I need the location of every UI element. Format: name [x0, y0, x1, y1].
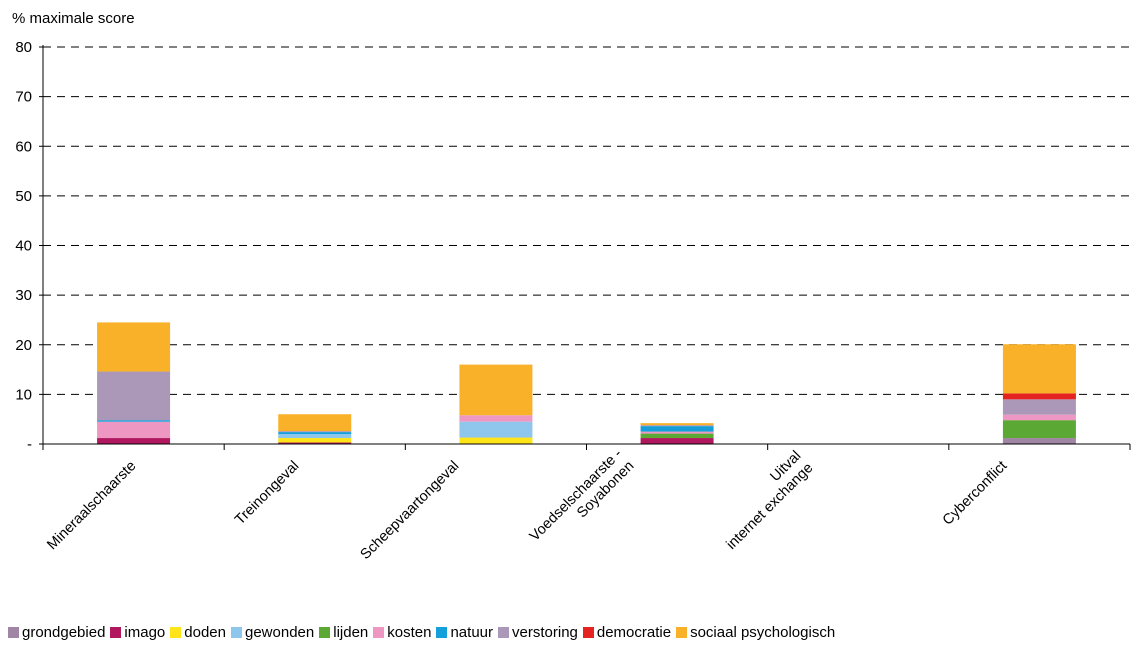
category-labels: Mineraalschaarste Treinongeval Scheepvaart…	[44, 446, 1010, 563]
legend-item: sociaal psychologisch	[676, 624, 835, 641]
legend-label: imago	[124, 624, 166, 641]
legend-item: gewonden	[231, 624, 314, 641]
category-label: Mineraalschaarste	[44, 458, 139, 553]
legend-item: natuur	[436, 624, 493, 641]
category-label-line: Scheepvaartongeval	[358, 458, 463, 563]
legend-label: democratie	[596, 624, 672, 641]
legend-label: doden	[184, 624, 226, 641]
bar-segment	[278, 431, 352, 433]
legend-swatch	[676, 627, 688, 638]
bar-segment	[278, 432, 352, 435]
legend-label: lijden	[333, 624, 369, 641]
bar-segment	[97, 420, 171, 422]
gridlines	[39, 46, 1130, 445]
bar-segment	[640, 426, 714, 432]
legend-swatch	[582, 627, 594, 638]
bar-segment	[459, 437, 533, 444]
legend-label: grondgebied	[22, 624, 106, 641]
bar-segment	[1002, 399, 1076, 415]
bar-segment	[1002, 438, 1076, 444]
y-tick-label: 80	[15, 39, 32, 56]
legend-item: verstoring	[498, 624, 578, 641]
legend-item: lijden	[319, 624, 368, 641]
legend-label: kosten	[387, 624, 432, 641]
legend-swatch	[319, 627, 331, 638]
bar-segment	[640, 423, 714, 426]
legend-item: grondgebied	[8, 624, 105, 641]
legend-item: kosten	[373, 624, 431, 641]
category-label: Voedselschaarste -Soyabonen	[527, 446, 638, 557]
legend-item: democratie	[582, 624, 672, 641]
y-tick-label: 50	[15, 188, 32, 205]
legend-swatch	[170, 627, 182, 638]
legend-swatch	[8, 627, 19, 638]
axes	[42, 45, 1131, 450]
y-tick-label: 30	[15, 287, 32, 304]
bar-segment	[640, 438, 714, 444]
y-tick-label: 60	[15, 138, 32, 155]
y-tick-label: 10	[15, 386, 32, 403]
bar-segment	[459, 415, 533, 422]
category-label-line: Mineraalschaarste	[44, 458, 139, 553]
category-label-line: Cyberconflict	[940, 458, 1011, 529]
category-label: Uitvalinternet exchange	[712, 448, 817, 553]
legend-item: doden	[170, 624, 226, 641]
bar-segment	[1002, 344, 1076, 394]
bar-segment	[278, 414, 352, 432]
legend-label: natuur	[450, 624, 494, 641]
legend-label: gewonden	[245, 624, 315, 641]
category-label-line: Treinongeval	[232, 458, 302, 528]
bar-segment	[1002, 420, 1076, 439]
bars	[97, 322, 1076, 444]
legend-swatch	[436, 627, 448, 638]
bar-segment	[459, 364, 533, 416]
bar-segment	[1002, 393, 1076, 400]
bar-segment	[640, 433, 714, 439]
bar-segment	[1002, 414, 1076, 421]
y-tick-label: -	[27, 436, 32, 453]
legend-swatch	[498, 627, 510, 638]
bar-segment	[640, 431, 714, 434]
bar-segment	[97, 421, 171, 439]
y-tick-labels: - 10 20 30 40 50 60 70 80	[15, 39, 32, 453]
category-label: Scheepvaartongeval	[358, 458, 463, 563]
legend-label: sociaal psychologisch	[690, 624, 836, 641]
legend-swatch	[231, 627, 242, 638]
bar-segment	[278, 434, 352, 439]
category-label: Cyberconflict	[940, 458, 1011, 529]
bar-segment	[640, 425, 714, 427]
category-label: Treinongeval	[232, 458, 302, 528]
bar-segment	[97, 322, 171, 372]
legend-swatch	[373, 627, 385, 638]
y-tick-label: 70	[15, 89, 32, 106]
y-tick-label: 20	[15, 337, 32, 354]
y-tick-label: 40	[15, 238, 32, 255]
legend-item: imago	[110, 624, 165, 641]
legend: grondgebied imago doden gewonden lijden koste…	[8, 624, 1132, 641]
bar-segment	[97, 438, 171, 444]
bar-segment	[278, 442, 352, 444]
y-axis-label: % maximale score	[12, 10, 135, 27]
bar-segment	[278, 438, 352, 443]
bar-segment	[459, 421, 533, 438]
bar-segment	[97, 371, 171, 421]
legend-label: verstoring	[512, 624, 578, 641]
legend-swatch	[110, 627, 122, 638]
